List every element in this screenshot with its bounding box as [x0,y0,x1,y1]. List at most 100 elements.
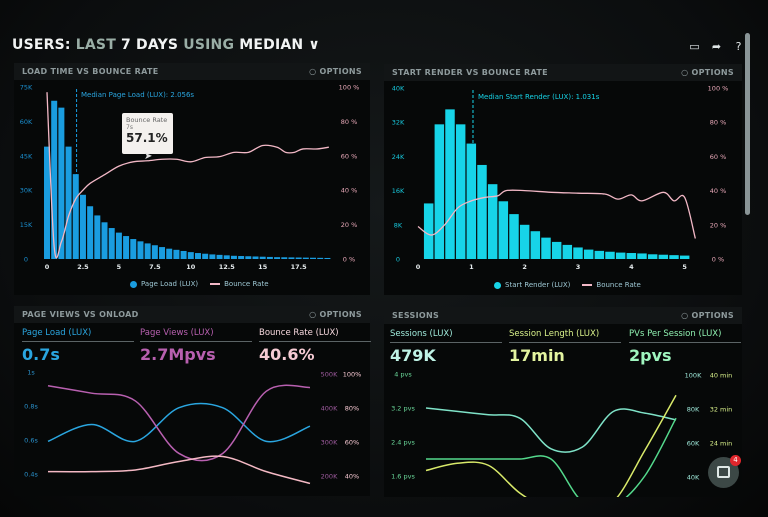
axis-tick-label: 0 [24,256,28,264]
axis-tick-label: 60% [345,439,359,447]
histogram-bar [166,248,173,259]
histogram-bar [679,255,690,259]
histogram-bar [310,257,317,259]
histogram-bar [637,253,647,259]
histogram-bar [259,256,266,259]
axis-tick-label: 17.5 [291,263,308,271]
histogram-bar [216,254,223,259]
histogram-bar [658,254,669,259]
histogram-bar [519,224,530,259]
page-title[interactable]: USERS: LAST 7 DAYS USING MEDIAN ∨ [12,37,320,53]
histogram-bar [187,252,194,259]
histogram-bar [266,256,273,259]
axis-tick-label: 40K [392,85,405,93]
histogram-bar [58,107,65,259]
axis-tick-label: 40% [345,473,359,481]
axis-tick-label: 45K [20,152,33,160]
monitor-icon[interactable]: ▭ [689,40,700,53]
series-line [47,402,311,443]
axis-tick-label: 5 [117,263,122,271]
histogram-bar [317,257,324,259]
kpi-page-views: Page Views (LUX) 2.7Mpvs [140,328,252,364]
axis-tick-label: 40 % [710,187,727,195]
histogram-bar [137,241,144,259]
axis-tick-label: 15K [20,221,33,229]
histogram-bar [202,253,209,259]
axis-tick-label: 0.4s [24,471,38,479]
histogram-bar [541,237,551,259]
histogram-bar [159,247,166,259]
histogram-bar [295,257,302,259]
axis-tick-label: 15 [258,263,268,271]
help-icon[interactable]: ? [735,40,742,53]
kpi-page-load: Page Load (LUX) 0.7s [22,328,134,364]
axis-tick-label: 0 % [712,256,724,264]
axis-tick-label: 80% [345,405,359,413]
histogram-bar [65,146,72,259]
chevron-down-icon[interactable]: ∨ [308,37,320,53]
histogram-bar [573,247,583,259]
axis-tick-label: 80 % [341,118,358,126]
axis-tick-label: 32 min [710,406,733,414]
scrollbar[interactable] [745,33,750,215]
panel-page-views: PAGE VIEWS VS ONLOAD ○ OPTIONS [14,306,370,496]
histogram-bar [115,232,122,259]
panel-title: PAGE VIEWS VS ONLOAD [22,310,139,319]
histogram-bar [302,257,309,259]
axis-tick-label: 0 [45,263,50,271]
axis-tick-label: 0.6s [24,437,38,445]
kpi-pvs-per-session: PVs Per Session (LUX) 2pvs [629,329,741,365]
axis-tick-label: 8K [394,221,403,229]
axis-tick-label: 100% [343,371,362,379]
series-line [47,384,311,462]
axis-tick-label: 40K [687,474,700,482]
axis-tick-label: 3 [576,263,581,271]
histogram-bar [180,250,187,259]
series-line [47,455,311,485]
options-button[interactable]: ○ OPTIONS [309,67,362,76]
histogram-bar [230,255,237,259]
axis-tick-label: 0 % [343,256,355,264]
histogram-bar [252,256,259,259]
axis-tick-label: 16K [392,187,405,195]
axis-tick-label: 0.8s [24,403,38,411]
legend-dot-icon [130,280,137,288]
chat-icon [717,466,730,478]
kpi-bounce-rate: Bounce Rate (LUX) 40.6% [259,328,371,364]
options-button[interactable]: ○ OPTIONS [681,68,734,77]
axis-tick-label: 60 % [710,153,727,161]
axis-tick-label: 80 % [710,119,727,127]
axis-tick-label: 30K [20,187,33,195]
options-button[interactable]: ○ OPTIONS [309,310,362,319]
axis-tick-label: 12.5 [219,263,236,271]
chart-load-time: 0 15K 30K 45K 60K 75K 0 % 20 % 40 % 60 % 80 % 100 %… [20,84,360,272]
histogram-bar [245,256,252,259]
panel-title: START RENDER VS BOUNCE RATE [392,68,548,77]
axis-tick-label: 20 % [710,221,727,229]
histogram-bar [144,243,151,259]
axis-tick-label: 300K [321,439,338,447]
kpi-sessions: Sessions (LUX) 479K [390,329,502,365]
axis-tick-label: 2.4 pvs [391,439,415,447]
axis-tick-label: 7.5 [149,263,161,271]
series-line [426,417,677,497]
axis-tick-label: 24K [392,153,405,161]
histogram-bar [455,124,466,260]
share-icon[interactable]: ➦ [711,40,722,53]
options-button[interactable]: ○ OPTIONS [681,311,734,320]
legend-dot-icon [494,281,501,289]
histogram-bar [108,228,115,259]
axis-tick-label: 32K [392,119,405,127]
histogram-bar [51,100,58,259]
axis-tick-label: 3.2 pvs [391,405,415,413]
histogram-bar [324,257,331,259]
histogram-bar [445,109,455,259]
histogram-bar [209,254,216,259]
histogram-bar [151,245,158,259]
axis-tick-label: 24 min [710,440,733,448]
axis-tick-label: 0 [396,256,400,264]
axis-tick-label: 5 [682,263,687,271]
bounce-rate-line [46,92,329,259]
median-label: Median Page Load (LUX): 2.056s [81,91,195,99]
axis-tick-label: 80K [687,406,700,414]
